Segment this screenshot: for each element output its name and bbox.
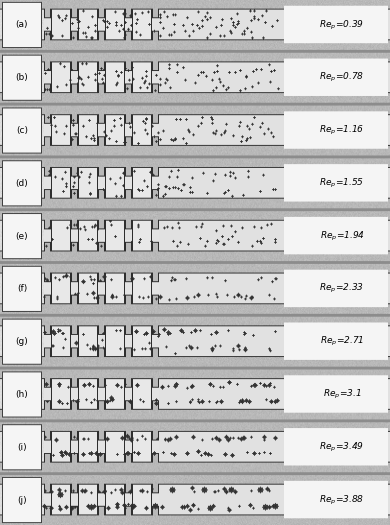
Text: $Re_p$=0.78: $Re_p$=0.78 bbox=[319, 71, 365, 85]
Text: (a): (a) bbox=[16, 20, 28, 29]
Text: (f): (f) bbox=[17, 285, 27, 293]
Text: $Re_p$=1.94: $Re_p$=1.94 bbox=[319, 229, 365, 243]
Text: $Re_p$=2.33: $Re_p$=2.33 bbox=[319, 282, 365, 296]
Text: $Re_p$=3.88: $Re_p$=3.88 bbox=[319, 494, 365, 507]
Text: $Re_p$=1.55: $Re_p$=1.55 bbox=[319, 177, 365, 190]
Text: (i): (i) bbox=[17, 443, 27, 452]
Text: $Re_p$=1.16: $Re_p$=1.16 bbox=[319, 124, 365, 137]
Text: (e): (e) bbox=[16, 232, 28, 240]
Text: (d): (d) bbox=[16, 179, 28, 188]
Text: (b): (b) bbox=[16, 74, 28, 82]
Text: $Re_p$=2.71: $Re_p$=2.71 bbox=[320, 335, 364, 348]
Text: (h): (h) bbox=[16, 390, 28, 399]
Text: (c): (c) bbox=[16, 126, 28, 135]
Text: (g): (g) bbox=[16, 337, 28, 346]
Text: $Re_p$=3.49: $Re_p$=3.49 bbox=[319, 440, 365, 454]
Text: $Re_p$=3.1: $Re_p$=3.1 bbox=[323, 388, 361, 401]
Text: (j): (j) bbox=[17, 496, 27, 505]
Text: $Re_p$=0.39: $Re_p$=0.39 bbox=[319, 18, 365, 31]
